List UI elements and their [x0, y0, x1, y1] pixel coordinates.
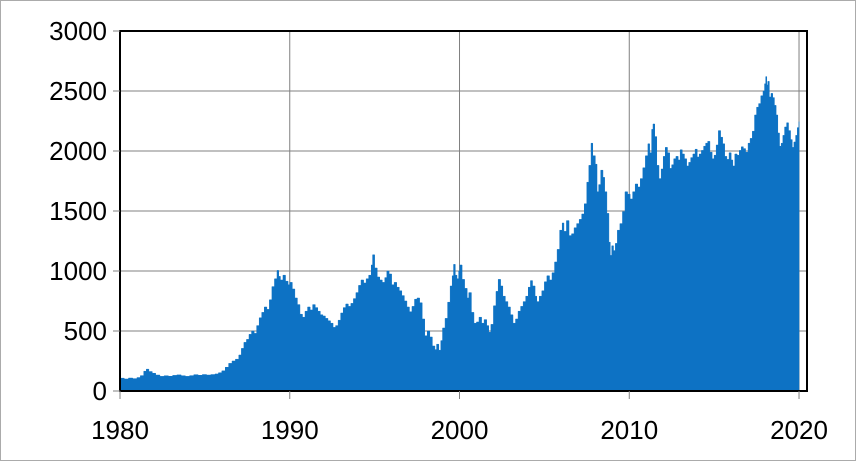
- y-tick-label-500: 500: [64, 316, 107, 346]
- y-tick-label-0: 0: [93, 376, 107, 406]
- y-tick-label-2000: 2000: [49, 136, 107, 166]
- x-tick-label-2010: 2010: [600, 415, 658, 445]
- y-tick-label-2500: 2500: [49, 76, 107, 106]
- y-tick-label-1000: 1000: [49, 256, 107, 286]
- area-series-0: [119, 76, 800, 392]
- x-tick-label-2020: 2020: [770, 415, 828, 445]
- y-tick-label-3000: 3000: [49, 16, 107, 46]
- x-tick-label-2000: 2000: [431, 415, 489, 445]
- x-tick-label-1990: 1990: [261, 415, 319, 445]
- x-tick-label-1980: 1980: [91, 415, 149, 445]
- y-tick-label-1500: 1500: [49, 196, 107, 226]
